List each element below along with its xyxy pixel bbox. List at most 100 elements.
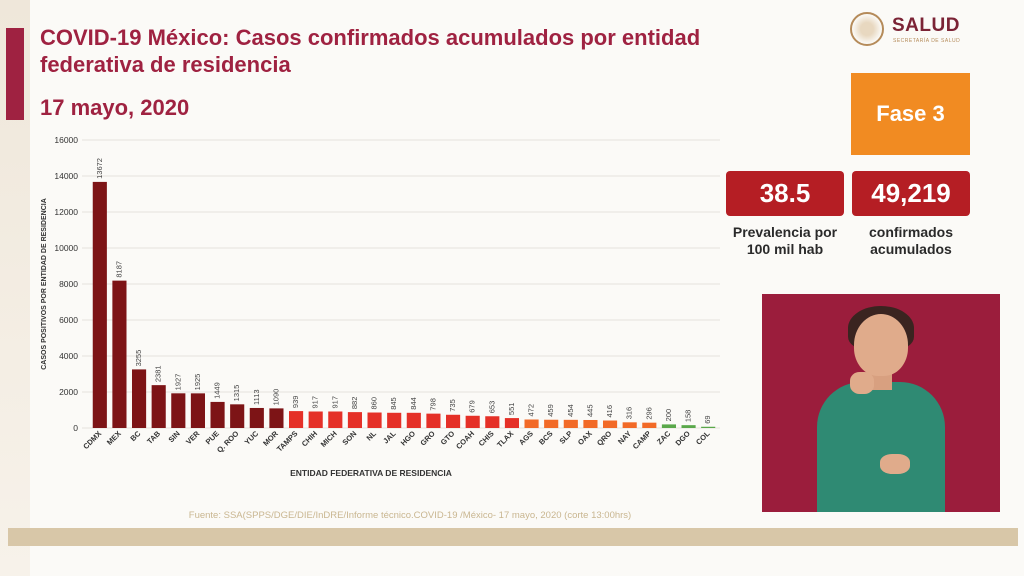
x-tick-label: SON (340, 429, 358, 447)
bar (563, 419, 578, 428)
data-label: 1090 (271, 389, 280, 406)
confirmed-label: confirmados acumulados (846, 224, 976, 258)
bar (701, 426, 716, 428)
x-tick-label: YUC (243, 429, 261, 447)
source-note: Fuente: SSA(SPPS/DGE/DIE/InDRE/Informe t… (188, 510, 632, 521)
x-tick-label: QRO (595, 429, 614, 448)
bar (681, 425, 696, 428)
prevalence-label-line2: 100 mil hab (746, 241, 824, 257)
data-label: 296 (644, 407, 653, 420)
data-label: 798 (428, 398, 437, 411)
interpreter-hand (850, 372, 874, 394)
logo-text: SALUD (892, 15, 960, 36)
logo-subtitle: SECRETARÍA DE SALUD (893, 38, 961, 44)
prevalence-label-line1: Prevalencia por (732, 224, 838, 240)
salud-logo: SALUD SECRETARÍA DE SALUD (850, 12, 970, 52)
data-label: 679 (468, 400, 477, 413)
data-label: 917 (311, 396, 320, 409)
bar (504, 418, 520, 428)
bar (602, 420, 618, 428)
bar (249, 407, 264, 428)
x-tick-label: TAMPS (275, 429, 300, 454)
confirmed-value: 49,219 (852, 171, 970, 216)
prevalence-value: 38.5 (726, 171, 844, 216)
x-tick-label: MEX (105, 429, 123, 447)
bar (465, 415, 480, 428)
x-tick-label: BC (128, 429, 142, 443)
bar (524, 419, 539, 428)
x-tick-label: CHIH (300, 429, 319, 448)
y-tick-label: 2000 (59, 387, 78, 397)
bar (426, 413, 441, 428)
bar (347, 412, 363, 428)
bar (406, 412, 421, 428)
y-axis-label: CASOS POSITIVOS POR ENTIDAD DE RESIDENCI… (41, 198, 48, 370)
data-label: 860 (370, 397, 379, 410)
seal-icon (850, 12, 884, 46)
bar (151, 385, 166, 428)
fase-badge: Fase 3 (851, 73, 970, 155)
data-label: 416 (605, 405, 614, 418)
bar (230, 404, 245, 428)
x-tick-label: SLP (558, 429, 575, 446)
bar (131, 369, 147, 428)
bar (210, 401, 225, 428)
bar (328, 411, 343, 428)
data-label: 939 (291, 396, 300, 409)
bar (387, 412, 402, 428)
data-label: 316 (625, 407, 634, 420)
x-tick-label: COL (694, 429, 712, 447)
data-label: 13672 (95, 158, 104, 179)
x-tick-label: NL (365, 429, 379, 443)
y-tick-label: 10000 (54, 243, 78, 253)
x-tick-label: CDMX (81, 429, 103, 451)
data-label: 735 (448, 399, 457, 412)
bar (485, 416, 500, 428)
data-label: 551 (507, 403, 516, 416)
data-label: 2381 (154, 365, 163, 382)
bar (171, 393, 186, 428)
data-label: 3255 (134, 350, 143, 367)
data-label: 844 (409, 397, 418, 410)
footer-band (8, 528, 1018, 546)
interpreter-body (817, 382, 945, 512)
confirmed-label-line2: acumulados (870, 241, 952, 257)
bar (544, 419, 559, 428)
data-label: 200 (664, 409, 673, 422)
sign-language-interpreter-video (762, 294, 1000, 512)
data-label: 158 (684, 410, 693, 423)
bar-chart: 0 2000 4000 6000 8000 10000 12000 14000 16000 136… (41, 135, 720, 478)
x-tick-label: AGS (517, 429, 535, 447)
y-tick-label: 14000 (54, 171, 78, 181)
data-label: 454 (566, 404, 575, 417)
y-tick-label: 0 (73, 423, 78, 433)
y-tick-label: 4000 (59, 351, 78, 361)
bar (661, 424, 677, 428)
x-tick-label: ZAC (655, 429, 673, 447)
bar (269, 408, 284, 428)
interpreter-hand (880, 454, 910, 474)
x-axis-label: ENTIDAD FEDERATIVA DE RESIDENCIA (290, 468, 452, 478)
x-tick-label: GRO (418, 429, 437, 448)
data-label: 882 (350, 397, 359, 410)
prevalence-label: Prevalencia por 100 mil hab (718, 224, 852, 258)
x-tick-label: OAX (576, 429, 594, 447)
x-tick-label: DGO (674, 429, 693, 448)
data-label: 472 (527, 404, 536, 417)
data-label: 8187 (114, 261, 123, 278)
y-tick-label: 8000 (59, 279, 78, 289)
data-label: 845 (389, 397, 398, 410)
bar (642, 422, 657, 428)
bar (308, 411, 323, 428)
x-tick-label: SIN (167, 429, 182, 444)
data-label: 653 (487, 401, 496, 414)
x-tick-label: VER (184, 429, 202, 447)
report-date: 17 mayo, 2020 (40, 95, 190, 120)
data-label: 1925 (193, 374, 202, 391)
data-label: 1315 (232, 385, 241, 402)
bar (583, 419, 598, 428)
confirmed-label-line1: confirmados (868, 224, 953, 240)
x-tick-label: COAH (454, 429, 476, 451)
interpreter-head (854, 314, 908, 376)
